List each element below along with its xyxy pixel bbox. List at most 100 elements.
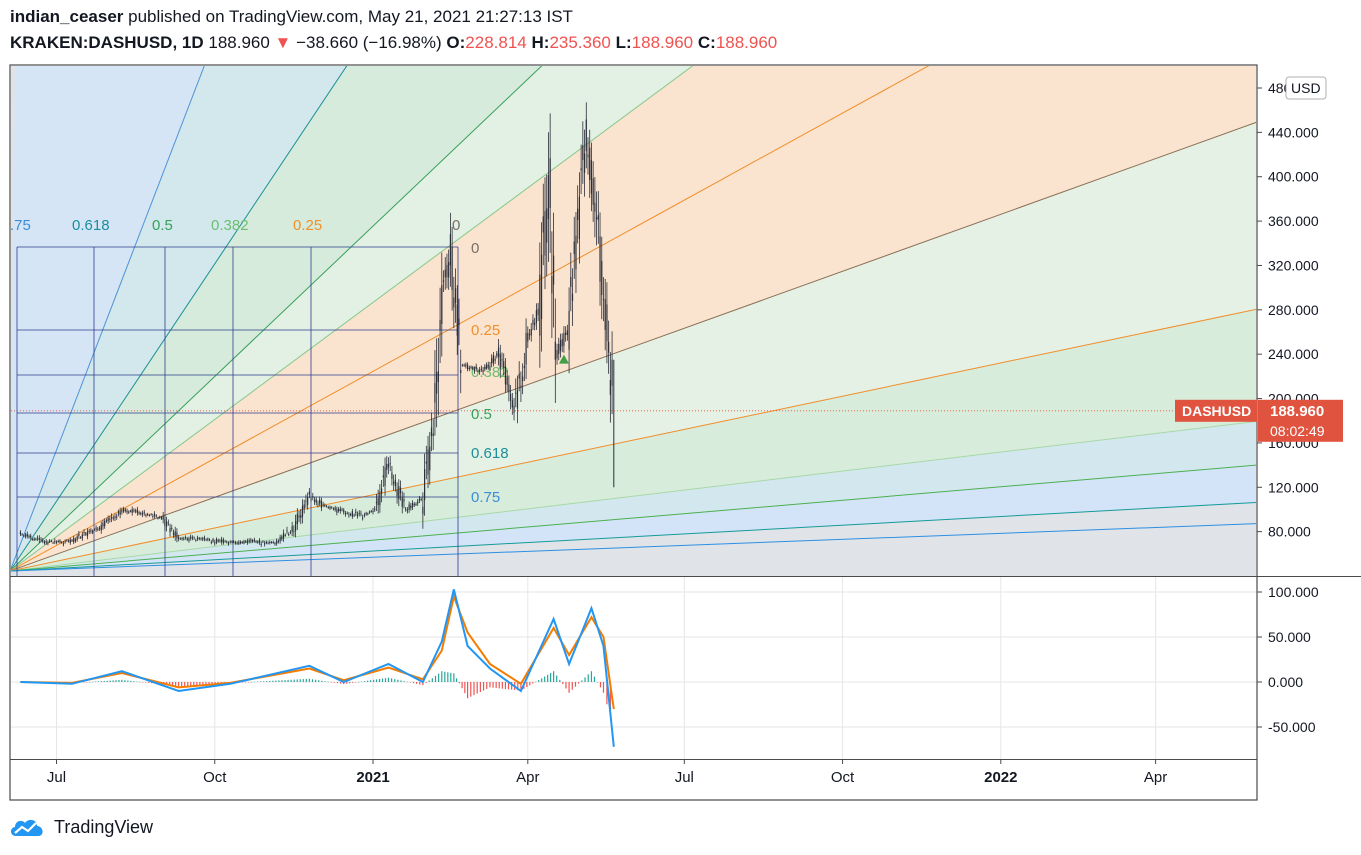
macd-histogram-bar xyxy=(464,682,466,694)
candle-body xyxy=(338,508,340,511)
macd-histogram-bar xyxy=(281,680,283,682)
candle-body xyxy=(150,514,152,516)
symbol-name: KRAKEN:DASHUSD, 1D xyxy=(10,33,204,52)
candle-body xyxy=(381,488,383,494)
price-tick-label: 320.000 xyxy=(1268,257,1319,273)
candle-body xyxy=(441,285,443,324)
macd-histogram-bar xyxy=(211,682,213,685)
candle-body xyxy=(510,393,512,401)
price-tick-label: 400.000 xyxy=(1268,169,1319,185)
candle-body xyxy=(152,515,154,517)
candle-body xyxy=(24,534,27,537)
candle-body xyxy=(121,510,123,512)
candle-body xyxy=(270,542,273,544)
macd-histogram-bar xyxy=(361,681,363,683)
candle-body xyxy=(317,503,319,505)
candle-body xyxy=(107,517,109,522)
macd-histogram-bar xyxy=(482,682,485,691)
candle-body xyxy=(329,506,331,509)
candle-body xyxy=(315,499,317,503)
candle-body xyxy=(331,507,333,509)
macd-histogram-bar xyxy=(199,682,201,685)
macd-histogram-bar xyxy=(352,682,354,683)
macd-histogram-bar xyxy=(486,682,488,689)
author-name[interactable]: indian_ceaser xyxy=(10,7,124,26)
publish-info: indian_ceaser published on TradingView.c… xyxy=(10,7,573,27)
candle-body xyxy=(69,539,71,543)
fib-fan[interactable]: .75 0.618 0.5 0.382 0.25 00 0.25 0.382 0.5 0.618 0… xyxy=(10,0,1361,576)
price-series[interactable] xyxy=(11,102,1256,547)
candle-body xyxy=(50,540,52,542)
candle-body xyxy=(532,319,534,325)
candle-body xyxy=(449,234,451,266)
macd-histogram-bar xyxy=(284,680,286,682)
candle-body xyxy=(527,332,529,342)
candle-body xyxy=(250,539,252,542)
candle-body xyxy=(45,541,47,543)
macd-histogram-bar xyxy=(492,682,494,688)
candle-body xyxy=(301,505,304,517)
candle-body xyxy=(430,427,433,437)
candle-body xyxy=(253,539,255,541)
candle-body xyxy=(566,330,568,336)
candle-body xyxy=(413,504,415,506)
candle-body xyxy=(62,543,64,545)
macd-histogram-bar xyxy=(336,682,339,684)
candle-body xyxy=(124,509,126,511)
macd-histogram-bar xyxy=(275,680,277,682)
candle-body xyxy=(596,217,598,220)
macd-histogram-bar xyxy=(489,682,491,688)
tradingview-logo[interactable]: TradingView xyxy=(8,814,153,840)
candle-body xyxy=(236,542,238,544)
price-tick-label: 240.000 xyxy=(1268,346,1319,362)
fan-ray xyxy=(11,66,543,571)
macd-histogram-bar xyxy=(272,680,274,682)
candle-body xyxy=(105,520,107,522)
macd-histogram-bar xyxy=(602,682,605,693)
candle-body xyxy=(114,516,116,519)
candle-body xyxy=(393,481,395,484)
candle-body xyxy=(117,512,120,514)
macd-axis-bg xyxy=(1258,577,1361,759)
macd-histogram-bar xyxy=(409,682,411,683)
candle-body xyxy=(200,538,202,540)
publish-text: published on TradingView.com, May 21, 20… xyxy=(128,7,573,26)
macd-histogram-bar xyxy=(290,679,292,682)
macd-histogram-bar xyxy=(479,682,481,693)
macd-histogram-bar xyxy=(358,682,360,683)
candle-body xyxy=(274,543,276,545)
macd-histogram-bar xyxy=(333,682,335,683)
macd-histogram-bar xyxy=(587,674,589,682)
candle-body xyxy=(109,518,111,520)
fan-top-label: 0.618 xyxy=(72,217,110,234)
candle-body xyxy=(224,540,226,542)
candle-body xyxy=(573,241,575,255)
candle-body xyxy=(260,543,262,545)
macd-histogram-bar xyxy=(293,679,295,682)
candle-body xyxy=(123,508,125,512)
macd-histogram-bar xyxy=(476,682,478,694)
macd-histogram-bar xyxy=(428,680,430,682)
candle-body xyxy=(92,530,94,533)
candle-body xyxy=(539,274,541,336)
candle-body xyxy=(367,513,369,515)
candle-body xyxy=(501,359,503,361)
candle-body xyxy=(422,506,424,515)
candle-body xyxy=(33,538,35,540)
candle-body xyxy=(434,383,436,403)
macd-panel[interactable] xyxy=(19,589,615,747)
candle-body xyxy=(119,511,121,515)
macd-histogram-bar xyxy=(324,681,326,682)
candle-body xyxy=(360,513,362,515)
macd-histogram-bar xyxy=(400,680,402,682)
close-value: 188.960 xyxy=(715,33,778,52)
candle-body xyxy=(181,538,183,540)
candle-body xyxy=(100,525,102,531)
macd-histogram-bar xyxy=(584,677,586,682)
price-tick-label: 120.000 xyxy=(1268,479,1319,495)
candle-body xyxy=(188,538,190,541)
low-value: 188.960 xyxy=(631,33,694,52)
macd-histogram-bar xyxy=(372,679,375,682)
candle-body xyxy=(219,540,221,542)
